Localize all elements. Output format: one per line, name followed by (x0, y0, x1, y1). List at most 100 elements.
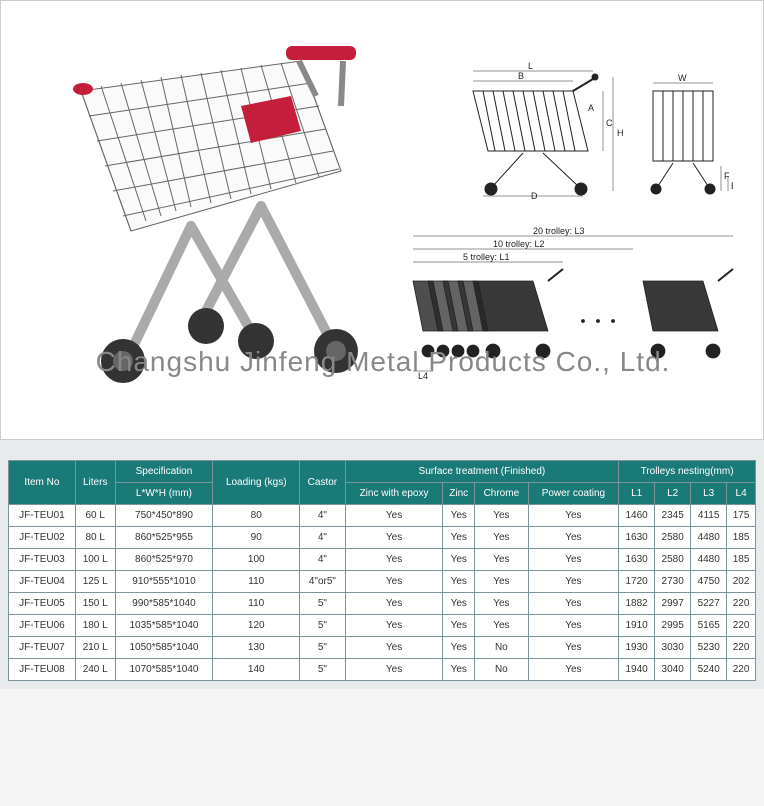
table-cell-castor: 5" (300, 615, 346, 637)
table-row: JF-TEU04125 L910*555*10101104"or5"YesYes… (9, 571, 756, 593)
table-cell-loading: 120 (213, 615, 300, 637)
spec-table-container: Item No Liters Specification Loading (kg… (0, 440, 764, 689)
table-cell-chrome: Yes (475, 593, 529, 615)
dimension-diagram: B L A C H D W F E (453, 61, 733, 201)
th-nesting: Trolleys nesting(mm) (619, 461, 756, 483)
table-cell-castor: 5" (300, 593, 346, 615)
table-row: JF-TEU06180 L1035*585*10401205"YesYesYes… (9, 615, 756, 637)
dim-label-D: D (531, 191, 538, 201)
table-cell-castor: 4"or5" (300, 571, 346, 593)
th-l2: L2 (655, 483, 691, 505)
table-cell-l2: 2730 (655, 571, 691, 593)
table-cell-l2: 2995 (655, 615, 691, 637)
table-cell-liters: 150 L (75, 593, 115, 615)
table-cell-liters: 60 L (75, 505, 115, 527)
table-cell-power: Yes (528, 505, 618, 527)
table-cell-power: Yes (528, 549, 618, 571)
table-cell-zinc_epoxy: Yes (345, 571, 443, 593)
table-cell-zinc_epoxy: Yes (345, 505, 443, 527)
table-cell-chrome: No (475, 659, 529, 681)
table-cell-l2: 3040 (655, 659, 691, 681)
table-cell-l1: 1882 (619, 593, 655, 615)
table-cell-liters: 180 L (75, 615, 115, 637)
dim-label-B: B (518, 71, 524, 81)
table-cell-item: JF-TEU07 (9, 637, 76, 659)
nesting-label-5: 5 trolley: L1 (463, 252, 510, 262)
table-cell-item: JF-TEU06 (9, 615, 76, 637)
table-cell-spec: 910*555*1010 (115, 571, 213, 593)
table-cell-power: Yes (528, 571, 618, 593)
table-cell-zinc: Yes (443, 505, 475, 527)
table-cell-l4: 185 (727, 549, 756, 571)
table-cell-loading: 110 (213, 571, 300, 593)
table-row: JF-TEU07210 L1050*585*10401305"YesYesNoY… (9, 637, 756, 659)
table-cell-castor: 4" (300, 505, 346, 527)
shopping-cart-illustration (41, 31, 381, 391)
table-row: JF-TEU0280 L860*525*955904"YesYesYesYes1… (9, 527, 756, 549)
table-cell-power: Yes (528, 593, 618, 615)
table-cell-liters: 80 L (75, 527, 115, 549)
table-cell-chrome: No (475, 637, 529, 659)
dim-label-C: C (606, 118, 613, 128)
table-cell-zinc: Yes (443, 659, 475, 681)
table-cell-item: JF-TEU02 (9, 527, 76, 549)
table-cell-l4: 185 (727, 527, 756, 549)
watermark-text: Changshu Jinfeng Metal Products Co., Ltd… (1, 346, 764, 378)
table-row: JF-TEU08240 L1070*585*10401405"YesYesNoY… (9, 659, 756, 681)
th-liters: Liters (75, 461, 115, 505)
table-cell-l1: 1460 (619, 505, 655, 527)
table-cell-l1: 1930 (619, 637, 655, 659)
table-cell-zinc: Yes (443, 527, 475, 549)
table-cell-spec: 860*525*955 (115, 527, 213, 549)
th-spec-sub: L*W*H (mm) (115, 483, 213, 505)
dim-label-A: A (588, 103, 594, 113)
th-zinc: Zinc (443, 483, 475, 505)
th-power: Power coating (528, 483, 618, 505)
nesting-label-10: 10 trolley: L2 (493, 239, 545, 249)
table-cell-spec: 990*585*1040 (115, 593, 213, 615)
table-cell-l3: 4115 (691, 505, 727, 527)
table-cell-l2: 3030 (655, 637, 691, 659)
table-cell-l1: 1940 (619, 659, 655, 681)
table-cell-loading: 110 (213, 593, 300, 615)
table-cell-zinc: Yes (443, 637, 475, 659)
table-cell-chrome: Yes (475, 615, 529, 637)
table-cell-item: JF-TEU08 (9, 659, 76, 681)
table-cell-liters: 210 L (75, 637, 115, 659)
table-cell-zinc_epoxy: Yes (345, 637, 443, 659)
table-cell-l3: 5165 (691, 615, 727, 637)
th-zinc-epoxy: Zinc with epoxy (345, 483, 443, 505)
table-cell-loading: 80 (213, 505, 300, 527)
dim-label-H: H (617, 128, 624, 138)
table-cell-loading: 140 (213, 659, 300, 681)
th-item-no: Item No (9, 461, 76, 505)
table-cell-item: JF-TEU03 (9, 549, 76, 571)
dim-label-E: E (731, 181, 733, 191)
table-row: JF-TEU05150 L990*585*10401105"YesYesYesY… (9, 593, 756, 615)
table-cell-zinc_epoxy: Yes (345, 615, 443, 637)
th-castor: Castor (300, 461, 346, 505)
table-cell-chrome: Yes (475, 549, 529, 571)
table-cell-l2: 2345 (655, 505, 691, 527)
table-cell-l3: 4750 (691, 571, 727, 593)
table-cell-chrome: Yes (475, 571, 529, 593)
table-cell-l2: 2580 (655, 549, 691, 571)
table-cell-spec: 1035*585*1040 (115, 615, 213, 637)
table-cell-liters: 125 L (75, 571, 115, 593)
table-cell-l3: 4480 (691, 527, 727, 549)
th-surface: Surface treatment (Finished) (345, 461, 618, 483)
table-cell-castor: 4" (300, 527, 346, 549)
table-cell-l1: 1630 (619, 527, 655, 549)
th-l1: L1 (619, 483, 655, 505)
dim-label-L: L (528, 61, 533, 71)
table-cell-l3: 5240 (691, 659, 727, 681)
table-cell-item: JF-TEU05 (9, 593, 76, 615)
table-cell-spec: 860*525*970 (115, 549, 213, 571)
dim-label-F: F (724, 171, 730, 181)
table-cell-zinc_epoxy: Yes (345, 549, 443, 571)
table-cell-l1: 1630 (619, 549, 655, 571)
table-cell-l4: 175 (727, 505, 756, 527)
table-cell-loading: 130 (213, 637, 300, 659)
table-cell-chrome: Yes (475, 505, 529, 527)
th-l4: L4 (727, 483, 756, 505)
